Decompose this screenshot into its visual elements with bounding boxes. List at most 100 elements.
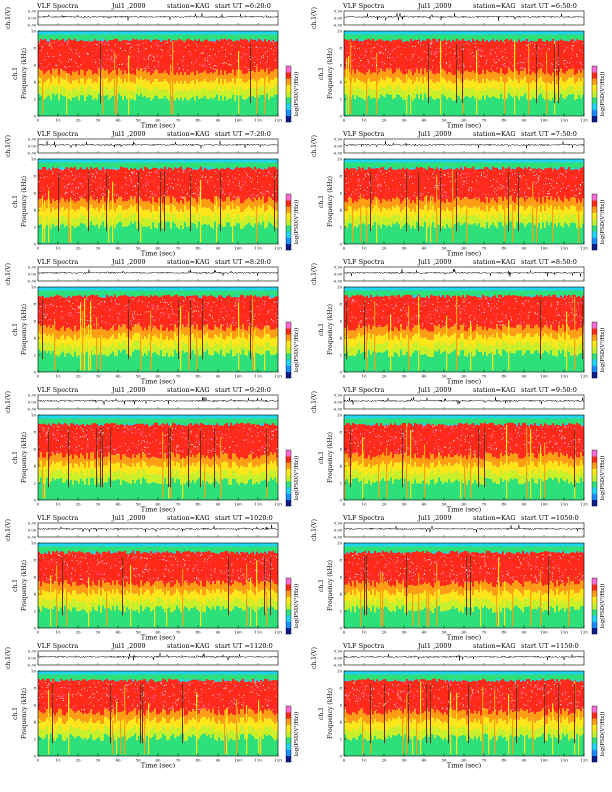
spectrogram-cell xyxy=(110,209,113,218)
spectrogram-cell xyxy=(530,206,533,215)
speckle xyxy=(518,49,520,50)
spectrogram-cell xyxy=(356,31,359,35)
speckle xyxy=(114,60,116,62)
spectrogram-cell xyxy=(240,159,243,163)
speckle xyxy=(100,170,102,172)
spectrogram-cell xyxy=(120,213,123,223)
speckle xyxy=(94,175,96,177)
spectrogram-cell xyxy=(128,34,131,41)
spectrogram-cell xyxy=(154,167,157,203)
spectrogram-cell xyxy=(450,211,453,220)
speckle xyxy=(232,175,233,177)
speckle xyxy=(362,65,363,66)
spectrogram-cell xyxy=(576,31,579,35)
spectrogram-cell xyxy=(272,31,275,35)
spectrogram-cell xyxy=(516,222,519,244)
sferic-stripe xyxy=(436,174,438,243)
spectrogram-cell xyxy=(468,34,471,41)
spectrogram-cell xyxy=(244,99,247,116)
spectrogram-cell xyxy=(224,226,227,244)
spectrogram-cell xyxy=(156,203,159,212)
spectrogram-cell xyxy=(262,221,265,244)
spectrogram-cell xyxy=(456,197,459,206)
speckle xyxy=(250,58,251,60)
speckle xyxy=(176,184,178,186)
spectrogram-cell xyxy=(128,31,131,35)
speckle xyxy=(145,68,147,70)
speckle xyxy=(536,64,538,66)
speckle xyxy=(478,54,479,55)
speckle xyxy=(435,51,437,52)
spectrogram-cell xyxy=(410,211,413,221)
spectrogram-cell xyxy=(516,213,519,223)
speckle xyxy=(527,41,529,43)
spectrogram-cell xyxy=(146,167,149,202)
spectrogram-cell xyxy=(202,224,205,244)
spectrogram-cell xyxy=(204,215,207,225)
speckle xyxy=(445,47,446,49)
spectrogram-cell xyxy=(488,34,491,40)
speckle xyxy=(166,191,168,193)
spectrogram-cell xyxy=(578,159,581,163)
spectrogram-cell xyxy=(184,41,187,73)
spectrogram-cell xyxy=(498,162,501,168)
speckle xyxy=(215,171,217,173)
speckle xyxy=(553,58,555,60)
speckle xyxy=(122,63,123,65)
spectrogram-cell xyxy=(168,38,171,76)
speckle xyxy=(122,197,123,199)
sferic-stripe xyxy=(350,42,352,115)
spectrogram-cell xyxy=(102,34,105,39)
spectrogram-cell xyxy=(354,90,357,99)
spectrogram-cell xyxy=(520,159,523,163)
spectrogram-cell xyxy=(158,31,161,35)
spectrogram-cell xyxy=(170,211,173,221)
spectrogram-cell xyxy=(108,40,111,75)
spectrogram-cell xyxy=(370,99,373,116)
spectrogram-cell xyxy=(570,162,573,170)
speckle xyxy=(167,51,169,53)
speckle xyxy=(493,57,495,59)
spectrogram-cell xyxy=(552,159,555,163)
spectrogram-cell xyxy=(524,76,527,86)
spectrogram-cell xyxy=(360,168,363,199)
spectrogram-cell xyxy=(130,99,133,116)
spec-ytick-label: 2 xyxy=(33,97,36,102)
speckle xyxy=(156,42,158,44)
spectrogram-cell xyxy=(120,31,123,35)
spectrogram-cell xyxy=(454,83,457,92)
spectrogram-cell xyxy=(176,31,179,35)
spectrogram-cell xyxy=(252,162,255,169)
speckle xyxy=(229,63,231,65)
speckle xyxy=(572,53,574,55)
spectrogram-cell xyxy=(88,200,91,209)
speckle xyxy=(195,43,197,45)
spectrogram-cell xyxy=(146,218,149,228)
spectrogram-cell xyxy=(398,168,401,199)
spectrogram-cell xyxy=(40,162,43,169)
spectrogram-cell xyxy=(386,209,389,219)
spectrogram-cell xyxy=(478,197,481,207)
speckle xyxy=(560,179,562,181)
speckle xyxy=(370,48,372,50)
speckle xyxy=(143,184,144,186)
spectrogram-cell xyxy=(366,39,369,73)
speckle xyxy=(98,58,100,60)
spectrogram-cell xyxy=(76,159,79,163)
spectrogram-cell xyxy=(484,203,487,212)
speckle xyxy=(394,48,396,49)
speckle xyxy=(353,54,355,56)
spectrogram-cell xyxy=(118,213,121,223)
spectrogram-cell xyxy=(248,41,251,72)
colorbar-label: log(PSD(V²/Hz)) xyxy=(293,200,300,245)
spectrogram-cell xyxy=(426,98,429,116)
spectrogram-cell xyxy=(134,204,137,214)
speckle xyxy=(262,190,263,192)
spectrogram-cell xyxy=(404,91,407,101)
spectrogram-cell xyxy=(172,34,175,42)
speckle xyxy=(250,181,252,183)
speckle xyxy=(132,44,134,46)
spectrogram-cell xyxy=(262,159,265,163)
spectrogram-cell xyxy=(246,224,249,244)
speckle xyxy=(559,42,561,44)
